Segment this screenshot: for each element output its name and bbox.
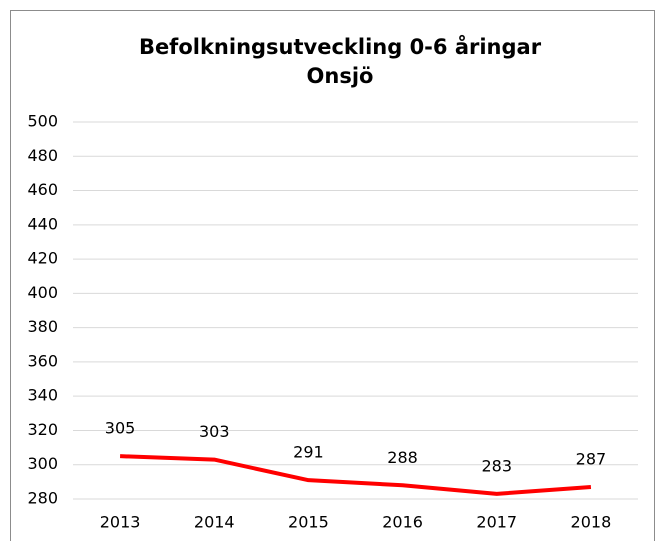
data-label: 287 [576,450,607,469]
data-label: 303 [199,422,230,441]
data-label: 283 [481,456,512,475]
y-tick-label: 400 [27,283,58,302]
y-tick-label: 340 [27,386,58,405]
x-tick-label: 2017 [476,513,517,532]
chart-frame [10,10,655,541]
y-tick-label: 420 [27,249,58,268]
y-tick-label: 300 [27,454,58,473]
x-tick-label: 2016 [382,513,423,532]
data-label: 291 [293,443,324,462]
y-tick-label: 440 [27,214,58,233]
x-tick-label: 2014 [194,513,235,532]
y-tick-label: 500 [27,112,58,131]
y-tick-label: 480 [27,146,58,165]
y-tick-label: 320 [27,420,58,439]
x-tick-label: 2018 [571,513,612,532]
data-label: 305 [105,419,136,438]
x-tick-label: 2013 [100,513,141,532]
y-tick-label: 460 [27,180,58,199]
chart-title: Befolkningsutveckling 0-6 åringar [139,34,542,59]
y-tick-label: 280 [27,489,58,508]
x-tick-label: 2015 [288,513,329,532]
y-tick-label: 380 [27,317,58,336]
chart-title: Onsjö [307,64,374,88]
y-tick-label: 360 [27,351,58,370]
data-line [120,454,592,496]
data-label: 288 [387,448,418,467]
